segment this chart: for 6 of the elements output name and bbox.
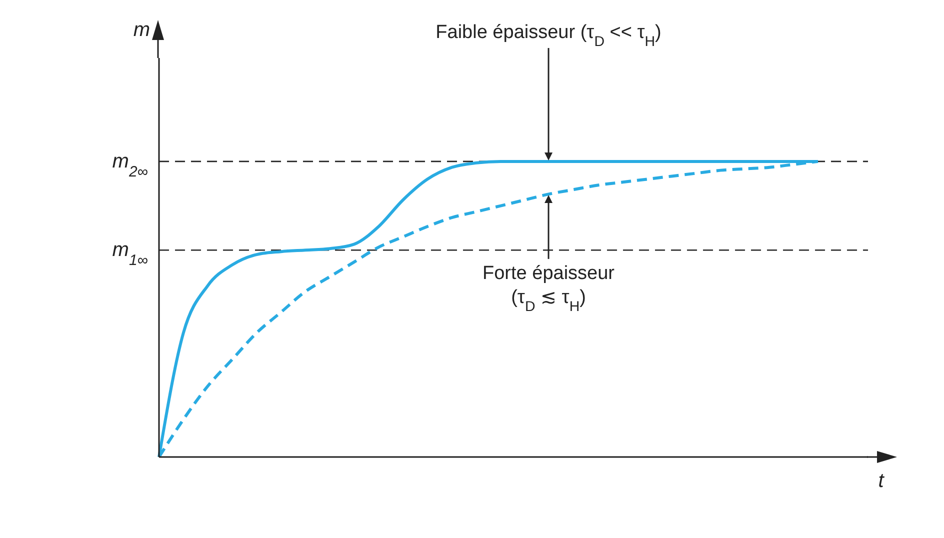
text: m	[133, 19, 150, 41]
text: Faible épaisseur (τ$_{D}$ << τ$_{H}$)	[436, 22, 662, 50]
ref-line-label: m$_{1∞}$	[112, 239, 148, 269]
annotation: Forte épaisseur (τ$_{D}$ ≲ τ$_{H}$)	[482, 262, 616, 315]
ref-line-label: m$_{2∞}$	[112, 150, 148, 180]
x-axis-title: t	[878, 470, 886, 492]
